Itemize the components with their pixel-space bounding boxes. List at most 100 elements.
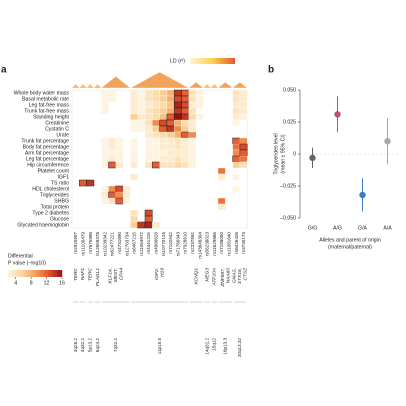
ld-triangle (86, 84, 94, 88)
colorbar-segment (41, 270, 44, 277)
heatmap-cell (166, 137, 175, 145)
heatmap-cell (159, 89, 168, 97)
snp-label: rs4441225 (146, 232, 151, 254)
heatmap-cell (130, 137, 138, 145)
heatmap-cell (122, 191, 131, 199)
heatmap-cell (115, 161, 124, 169)
colorbar-segment (52, 270, 55, 277)
heatmap-cell (195, 101, 204, 109)
heatmap-cell (181, 155, 189, 163)
heatmap-cell (173, 101, 182, 109)
heatmap-cell (239, 143, 248, 151)
gene-label: H19 (160, 268, 166, 277)
heatmap-cell (159, 143, 168, 151)
heatmap-cell (130, 143, 138, 151)
row-label: Trunk fat percentage (21, 138, 69, 144)
snp-label: rs12659376 (95, 232, 100, 257)
colorbar-tick-label: 12 (44, 280, 50, 286)
heatmap-cell (174, 143, 182, 151)
heatmap-cell (195, 95, 204, 103)
heatmap-cell (122, 185, 131, 193)
heatmap-cell (152, 155, 160, 163)
heatmap-cell (130, 149, 138, 157)
colorbar-segment (22, 270, 25, 277)
heatmap-cell (239, 137, 248, 145)
heatmap-cell (130, 155, 138, 163)
row-label: Glucose (50, 216, 69, 222)
colorbar-segment (45, 270, 48, 277)
colorbar-segment (36, 270, 38, 277)
heatmap-cell (101, 185, 109, 193)
heatmap-cell (188, 143, 197, 151)
ld-triangle (130, 71, 189, 89)
snp-label: rs6467215 (132, 232, 137, 254)
heatmap-cell (232, 95, 241, 103)
heatmap-cell (217, 203, 226, 211)
heatmap-cell (232, 137, 241, 145)
ld-triangle (100, 76, 131, 89)
snp-label: rs6026426 (234, 232, 239, 254)
colorbar-segment (24, 270, 26, 277)
row-label: Triglycerides (40, 192, 70, 198)
heatmap-cell (144, 149, 153, 157)
heatmap-cell (181, 137, 189, 145)
heatmap-cell (152, 161, 160, 169)
heatmap-cell (115, 137, 124, 145)
colorbar-segment (48, 270, 51, 277)
gene-label: KCNQ1 (193, 268, 199, 285)
snp-label: rs7928810 (183, 232, 188, 254)
band-label: 11p15.5 (157, 338, 162, 355)
heatmap-cell (239, 113, 248, 121)
colorbar-tick-label: 16 (59, 280, 65, 286)
x-axis-label: Alleles and parent of origin (319, 237, 381, 243)
heatmap-cell (174, 137, 182, 145)
heatmap-cell (232, 107, 241, 115)
heatmap-cell (181, 101, 190, 109)
x-tick-label: G/G (308, 225, 318, 231)
colorbar-segment (43, 270, 45, 277)
colorbar-label: Differential (8, 253, 33, 259)
snp-label: rs71780343 (175, 232, 180, 257)
heatmap-cell (137, 101, 146, 109)
heatmap-cell (130, 89, 138, 97)
heatmap-cell (115, 197, 124, 205)
gene-label: NAF1 (80, 268, 86, 281)
row-label: IGF1 (57, 174, 69, 180)
y-tick-label: 0.050 (283, 87, 296, 93)
heatmap-cell (232, 113, 241, 121)
gene-label: TERC (73, 267, 79, 281)
snp-label: rs7188050 (219, 232, 224, 254)
heatmap-cell (188, 155, 197, 163)
y-tick-label: 0.025 (283, 119, 296, 125)
heatmap-cell (86, 179, 95, 187)
heatmap-cell (115, 149, 124, 157)
colorbar-segment (55, 270, 57, 277)
heatmap-cell (232, 143, 241, 151)
colorbar-segment (39, 270, 41, 277)
heatmap-cell (144, 101, 153, 109)
point (309, 154, 316, 162)
heatmap-cell (101, 101, 109, 109)
heatmap-cell (166, 149, 175, 157)
heatmap-cell (166, 95, 175, 103)
heatmap-cell (79, 179, 87, 187)
colorbar-segment (21, 270, 24, 277)
row-label: Cystatin C (45, 126, 69, 132)
heatmap-cell (137, 107, 146, 115)
heatmap-cell (130, 161, 138, 169)
heatmap-cell (174, 119, 182, 127)
heatmap-cell (174, 161, 182, 169)
heatmap-cell (181, 125, 189, 133)
heatmap-cell (166, 107, 175, 115)
gene-label: PLAGL1 (95, 268, 101, 286)
snp-label: rs7102542 (168, 232, 173, 254)
gene-label: KLF14, (108, 268, 114, 283)
heatmap-cell (188, 149, 197, 157)
row-label: Type 2 diabetes (32, 210, 69, 216)
heatmap-cell (108, 155, 116, 163)
colorbar-segment (10, 270, 13, 277)
colorbar-segment (29, 270, 32, 277)
heatmap-cell (159, 95, 168, 103)
ld-triangle (93, 84, 102, 88)
